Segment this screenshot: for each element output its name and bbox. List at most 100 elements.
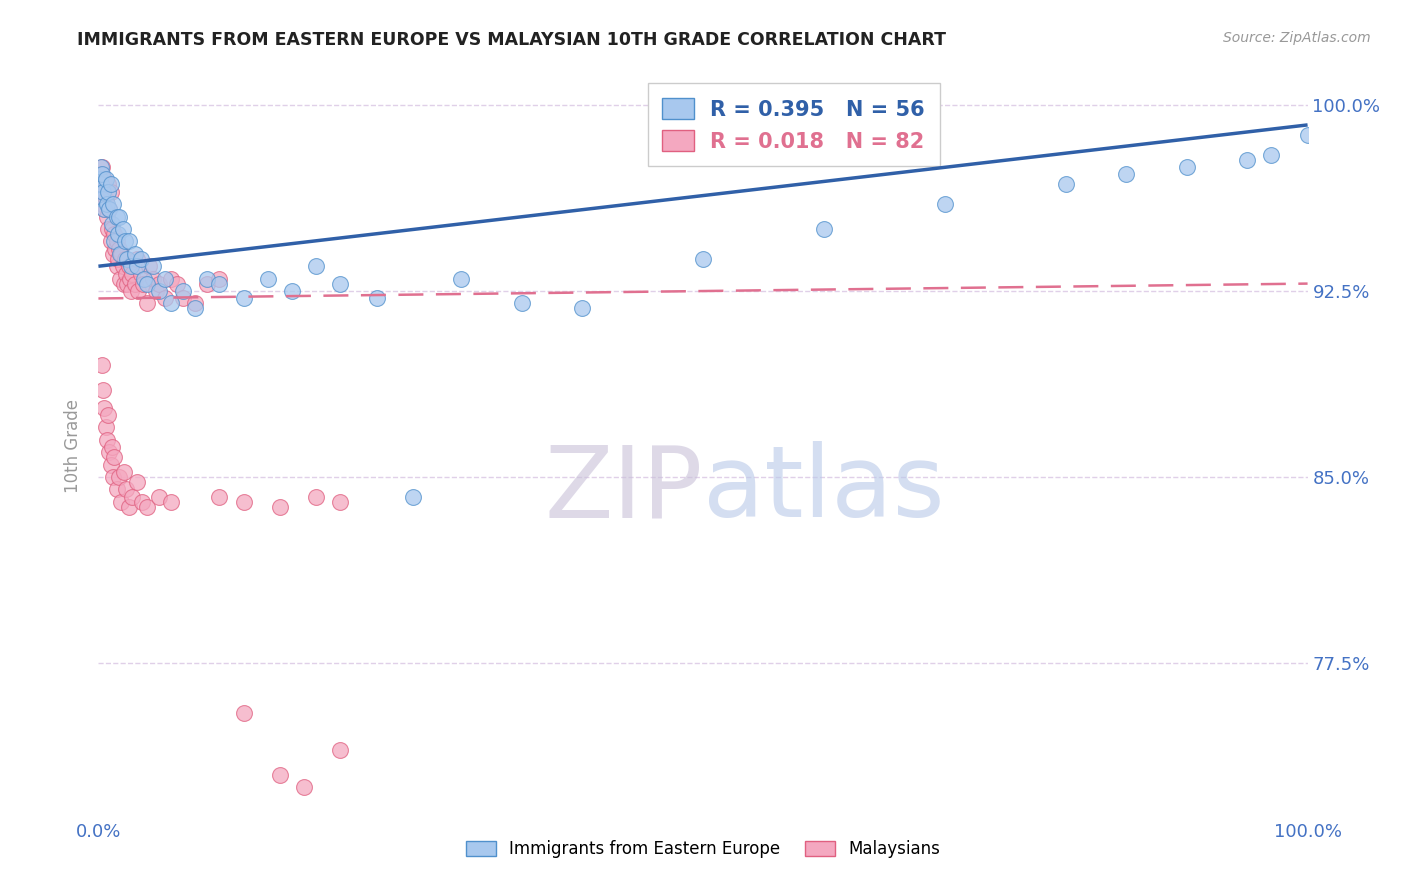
Point <box>166 277 188 291</box>
Point <box>98 445 121 459</box>
Point <box>124 277 146 291</box>
Point <box>108 242 131 256</box>
Point <box>103 450 125 465</box>
Point <box>813 222 835 236</box>
Point <box>98 202 121 217</box>
Point <box>142 271 165 285</box>
Point <box>148 277 170 291</box>
Point <box>1054 178 1077 192</box>
Point <box>132 277 155 291</box>
Point <box>118 271 141 285</box>
Point <box>208 490 231 504</box>
Point <box>208 277 231 291</box>
Point <box>90 178 112 192</box>
Point <box>114 235 136 249</box>
Point <box>305 259 328 273</box>
Point <box>100 185 122 199</box>
Point <box>107 227 129 241</box>
Point <box>89 168 111 182</box>
Point <box>91 192 114 206</box>
Point <box>93 202 115 217</box>
Point <box>100 217 122 231</box>
Point <box>100 440 122 454</box>
Point <box>91 197 114 211</box>
Point <box>281 284 304 298</box>
Point <box>93 401 115 415</box>
Point <box>153 292 176 306</box>
Point <box>329 743 352 757</box>
Point <box>97 222 120 236</box>
Point <box>115 267 138 281</box>
Point <box>145 284 167 298</box>
Legend: Immigrants from Eastern Europe, Malaysians: Immigrants from Eastern Europe, Malaysia… <box>465 840 941 858</box>
Point <box>112 277 135 291</box>
Point <box>121 267 143 281</box>
Point <box>97 408 120 422</box>
Y-axis label: 10th Grade: 10th Grade <box>65 399 83 493</box>
Point <box>184 301 207 316</box>
Point <box>100 222 122 236</box>
Point <box>129 252 152 266</box>
Point <box>269 767 291 781</box>
Point <box>118 259 141 273</box>
Point <box>101 247 124 261</box>
Point <box>97 185 120 199</box>
Point <box>131 495 153 509</box>
Point <box>450 271 472 285</box>
Point <box>129 267 152 281</box>
Point <box>1175 160 1198 174</box>
Point <box>160 296 183 310</box>
Point <box>96 433 118 447</box>
Point <box>232 706 254 720</box>
Point <box>111 222 134 236</box>
Point <box>571 301 593 316</box>
Point <box>94 420 117 434</box>
Point <box>172 292 194 306</box>
Point <box>108 271 131 285</box>
Point <box>105 483 128 497</box>
Point <box>101 470 124 484</box>
Point <box>153 271 176 285</box>
Text: atlas: atlas <box>703 442 945 539</box>
Point <box>402 490 425 504</box>
Point <box>135 277 157 291</box>
Point <box>127 259 149 273</box>
Point <box>135 500 157 514</box>
Point <box>89 172 111 186</box>
Point <box>120 284 142 298</box>
Point <box>91 185 114 199</box>
Point <box>256 271 278 285</box>
Point <box>108 210 131 224</box>
Point <box>1260 147 1282 161</box>
Point <box>120 259 142 273</box>
Point <box>103 235 125 249</box>
Point <box>100 458 122 472</box>
Text: ZIP: ZIP <box>544 442 703 539</box>
Point <box>208 271 231 285</box>
Point <box>142 259 165 273</box>
Point <box>91 359 114 373</box>
Point <box>305 490 328 504</box>
Point <box>124 247 146 261</box>
Point <box>127 284 149 298</box>
Point <box>148 284 170 298</box>
Point <box>232 495 254 509</box>
Text: IMMIGRANTS FROM EASTERN EUROPE VS MALAYSIAN 10TH GRADE CORRELATION CHART: IMMIGRANTS FROM EASTERN EUROPE VS MALAYS… <box>77 31 946 49</box>
Point <box>160 271 183 285</box>
Point <box>108 247 131 261</box>
Point <box>108 470 131 484</box>
Point <box>329 277 352 291</box>
Point <box>195 277 218 291</box>
Point <box>90 178 112 192</box>
Point <box>103 227 125 241</box>
Point <box>160 495 183 509</box>
Point <box>91 160 114 174</box>
Point <box>110 247 132 261</box>
Point <box>1236 153 1258 167</box>
Point <box>105 210 128 224</box>
Point <box>100 178 122 192</box>
Point <box>90 160 112 174</box>
Point <box>692 252 714 266</box>
Point <box>329 495 352 509</box>
Point <box>1115 168 1137 182</box>
